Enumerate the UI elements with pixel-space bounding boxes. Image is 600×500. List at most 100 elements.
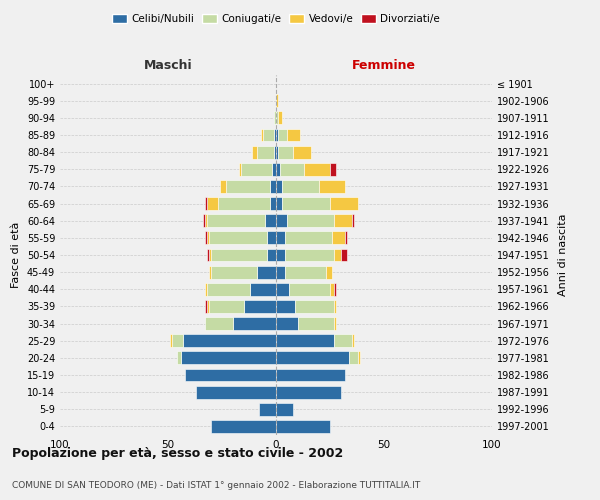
Bar	[330, 283, 334, 296]
Bar	[295, 300, 334, 313]
Bar	[207, 197, 218, 210]
Bar	[341, 248, 347, 262]
Bar	[276, 368, 345, 382]
Bar	[319, 180, 345, 193]
Bar	[209, 300, 244, 313]
Bar	[276, 112, 278, 124]
Bar	[304, 163, 330, 175]
Bar	[239, 163, 241, 175]
Text: Femmine: Femmine	[352, 60, 416, 72]
Bar	[203, 214, 205, 227]
Bar	[278, 112, 283, 124]
Bar	[276, 334, 334, 347]
Bar	[276, 352, 349, 364]
Bar	[276, 300, 295, 313]
Bar	[276, 163, 280, 175]
Bar	[274, 146, 276, 158]
Bar	[183, 334, 276, 347]
Bar	[181, 352, 276, 364]
Bar	[280, 163, 304, 175]
Bar	[268, 248, 276, 262]
Bar	[330, 197, 358, 210]
Y-axis label: Anni di nascita: Anni di nascita	[558, 214, 568, 296]
Bar	[276, 403, 293, 415]
Bar	[269, 180, 276, 193]
Bar	[352, 214, 354, 227]
Legend: Celibi/Nubili, Coniugati/e, Vedovi/e, Divorziati/e: Celibi/Nubili, Coniugati/e, Vedovi/e, Di…	[107, 10, 445, 29]
Bar	[205, 197, 207, 210]
Bar	[269, 197, 276, 210]
Bar	[283, 180, 319, 193]
Bar	[207, 214, 265, 227]
Bar	[284, 266, 326, 278]
Bar	[276, 128, 278, 141]
Bar	[276, 214, 287, 227]
Bar	[205, 283, 207, 296]
Bar	[326, 266, 332, 278]
Bar	[170, 334, 172, 347]
Bar	[176, 352, 181, 364]
Bar	[233, 317, 276, 330]
Bar	[358, 352, 360, 364]
Bar	[244, 300, 276, 313]
Bar	[241, 163, 272, 175]
Bar	[334, 214, 352, 227]
Bar	[289, 283, 330, 296]
Y-axis label: Fasce di età: Fasce di età	[11, 222, 21, 288]
Bar	[268, 232, 276, 244]
Bar	[334, 248, 341, 262]
Bar	[332, 232, 345, 244]
Bar	[334, 283, 337, 296]
Bar	[205, 232, 207, 244]
Text: Maschi: Maschi	[143, 60, 193, 72]
Bar	[276, 248, 284, 262]
Bar	[330, 163, 337, 175]
Bar	[185, 368, 276, 382]
Bar	[252, 146, 257, 158]
Bar	[207, 248, 209, 262]
Bar	[284, 232, 332, 244]
Bar	[287, 128, 300, 141]
Bar	[298, 317, 334, 330]
Text: Popolazione per età, sesso e stato civile - 2002: Popolazione per età, sesso e stato civil…	[12, 448, 343, 460]
Bar	[205, 214, 207, 227]
Bar	[209, 232, 268, 244]
Bar	[276, 197, 283, 210]
Bar	[274, 112, 276, 124]
Bar	[287, 214, 334, 227]
Bar	[284, 248, 334, 262]
Bar	[293, 146, 311, 158]
Bar	[209, 248, 211, 262]
Text: COMUNE DI SAN TEODORO (ME) - Dati ISTAT 1° gennaio 2002 - Elaborazione TUTTITALI: COMUNE DI SAN TEODORO (ME) - Dati ISTAT …	[12, 480, 420, 490]
Bar	[205, 317, 233, 330]
Bar	[334, 317, 337, 330]
Bar	[274, 128, 276, 141]
Bar	[261, 128, 263, 141]
Bar	[276, 232, 284, 244]
Bar	[207, 232, 209, 244]
Bar	[205, 300, 207, 313]
Bar	[257, 146, 274, 158]
Bar	[250, 283, 276, 296]
Bar	[257, 266, 276, 278]
Bar	[207, 300, 209, 313]
Bar	[226, 180, 269, 193]
Bar	[211, 248, 268, 262]
Bar	[276, 386, 341, 398]
Bar	[207, 283, 250, 296]
Bar	[172, 334, 183, 347]
Bar	[276, 146, 278, 158]
Bar	[276, 266, 284, 278]
Bar	[211, 266, 257, 278]
Bar	[211, 420, 276, 433]
Bar	[349, 352, 358, 364]
Bar	[263, 128, 274, 141]
Bar	[278, 146, 293, 158]
Bar	[276, 283, 289, 296]
Bar	[220, 180, 226, 193]
Bar	[196, 386, 276, 398]
Bar	[283, 197, 330, 210]
Bar	[276, 94, 278, 107]
Bar	[334, 334, 352, 347]
Bar	[276, 317, 298, 330]
